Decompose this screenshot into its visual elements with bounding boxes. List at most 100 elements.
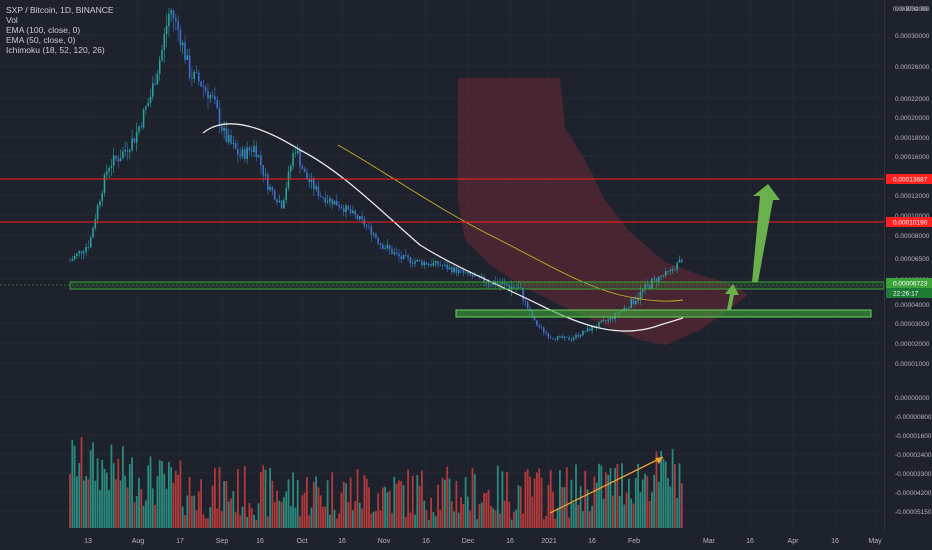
candle-body [267,174,269,190]
candle-body [411,263,414,264]
symbol-title[interactable]: SXP / Bitcoin, 1D, BINANCE [6,5,114,15]
candle-body [462,270,465,273]
candle-body [671,269,674,271]
candle-body [400,256,402,260]
volume-indicator-label[interactable]: Vol [6,15,18,25]
candle-body [545,332,547,334]
candle-body [179,29,182,46]
candle-body [112,155,115,167]
volume-bar [122,446,124,528]
time-axis[interactable]: 13 Aug 17 Sep 16 Oct 16 Nov 16 Dec 16 2021 16 Feb Mar 1… [84,538,882,545]
candle-body [338,205,340,208]
volume-bar [296,479,299,528]
volume-bar [538,468,541,528]
volume-bar [667,477,669,528]
candle-body [172,10,175,19]
time-tick-label: Apr [788,538,800,545]
candle-body [655,278,658,283]
candle-body [375,233,377,238]
candle-body [425,262,428,265]
candle-body [202,86,205,88]
support-zone-lower [455,309,872,318]
candle-body [570,339,573,341]
volume-bar [168,461,170,528]
price-tick-label: 0.00010000 [895,213,930,220]
volume-bar [151,488,154,528]
candle-body [407,255,409,258]
candle-body [186,55,189,60]
candle-body [269,187,271,190]
volume-bar [181,506,184,528]
volume-bar [660,450,662,528]
time-tick-label: 16 [256,538,264,545]
volume-bar [616,464,619,528]
candle-body [301,166,304,170]
volume-bar [370,513,373,528]
volume-bar [234,512,237,528]
candle-body [662,275,665,277]
volume-bar [639,491,642,528]
volume-bar [338,513,340,528]
candle-body [200,81,202,87]
price-axis[interactable]: 0.00034000 0.00030000 0.00026000 0.00022000… [886,6,932,516]
volume-bar [540,477,543,528]
candle-body [250,150,253,153]
ichimoku-indicator-label[interactable]: Ichimoku (18, 52, 120, 26) [6,45,105,55]
candle-body [434,261,437,263]
volume-bar [632,503,635,528]
volume-bar [248,503,251,528]
volume-bar [499,513,501,528]
volume-bar [384,486,386,528]
candle-body [644,284,646,290]
candle-body [490,283,492,285]
volume-bar [108,490,110,528]
volume-bar [381,487,384,528]
price-tick-label: -0.00003300 [895,471,932,478]
volume-bar [669,486,672,528]
volume-bar [644,473,646,528]
time-tick-label: 16 [338,538,346,545]
volume-bar [568,517,570,528]
volume-bar [487,490,490,528]
candle-body [138,126,140,132]
volume-bar [85,476,87,528]
candle-body [513,286,515,289]
candle-body [193,71,195,79]
candle-body [501,282,504,285]
volume-bar [82,480,85,528]
candle-body [145,106,147,110]
volume-bar [588,511,591,528]
time-tick-label: 13 [84,538,92,545]
candle-body [549,337,552,339]
candle-body [340,207,343,209]
volume-bar [352,510,354,528]
volume-bar [586,489,589,528]
volume-bar [315,476,317,528]
volume-bar [591,505,593,528]
volume-bar [674,464,676,528]
candle-body [225,127,228,142]
candle-body [191,77,193,79]
volume-bar [678,463,681,528]
candle-body [287,171,290,189]
ema50-indicator-label[interactable]: EMA (50, close, 0) [6,35,76,45]
candle-body [333,200,336,205]
volume-bar [662,458,665,528]
volume-bar [255,519,258,528]
volume-bar [625,492,628,528]
candle-body [331,198,333,205]
volume-bar [536,472,538,528]
candle-body [92,227,94,238]
candle-body [533,317,536,321]
candle-body [177,20,179,30]
volume-bar [572,503,575,528]
candle-body [78,251,80,254]
volume-bar [430,497,432,528]
ema100-indicator-label[interactable]: EMA (100, close, 0) [6,25,81,35]
volume-bar [172,482,175,528]
volume-bar [664,461,667,528]
volume-bar [398,480,400,528]
volume-bar [319,495,322,528]
volume-bar [324,506,327,528]
